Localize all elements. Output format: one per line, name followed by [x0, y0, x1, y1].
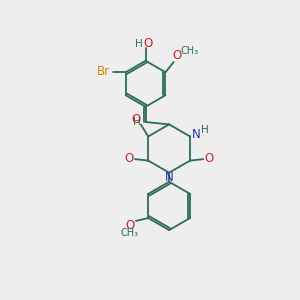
Text: O: O	[132, 113, 141, 126]
Text: O: O	[172, 49, 181, 62]
Text: O: O	[125, 219, 135, 232]
Text: H: H	[134, 117, 141, 127]
Text: O: O	[143, 37, 153, 50]
Text: O: O	[205, 152, 214, 165]
Text: H: H	[202, 125, 209, 135]
Text: CH₃: CH₃	[181, 46, 199, 56]
Text: N: N	[165, 172, 173, 184]
Text: CH₃: CH₃	[121, 228, 139, 238]
Text: Br: Br	[97, 65, 110, 78]
Text: O: O	[124, 152, 134, 165]
Text: N: N	[192, 128, 201, 141]
Text: H: H	[135, 39, 143, 49]
